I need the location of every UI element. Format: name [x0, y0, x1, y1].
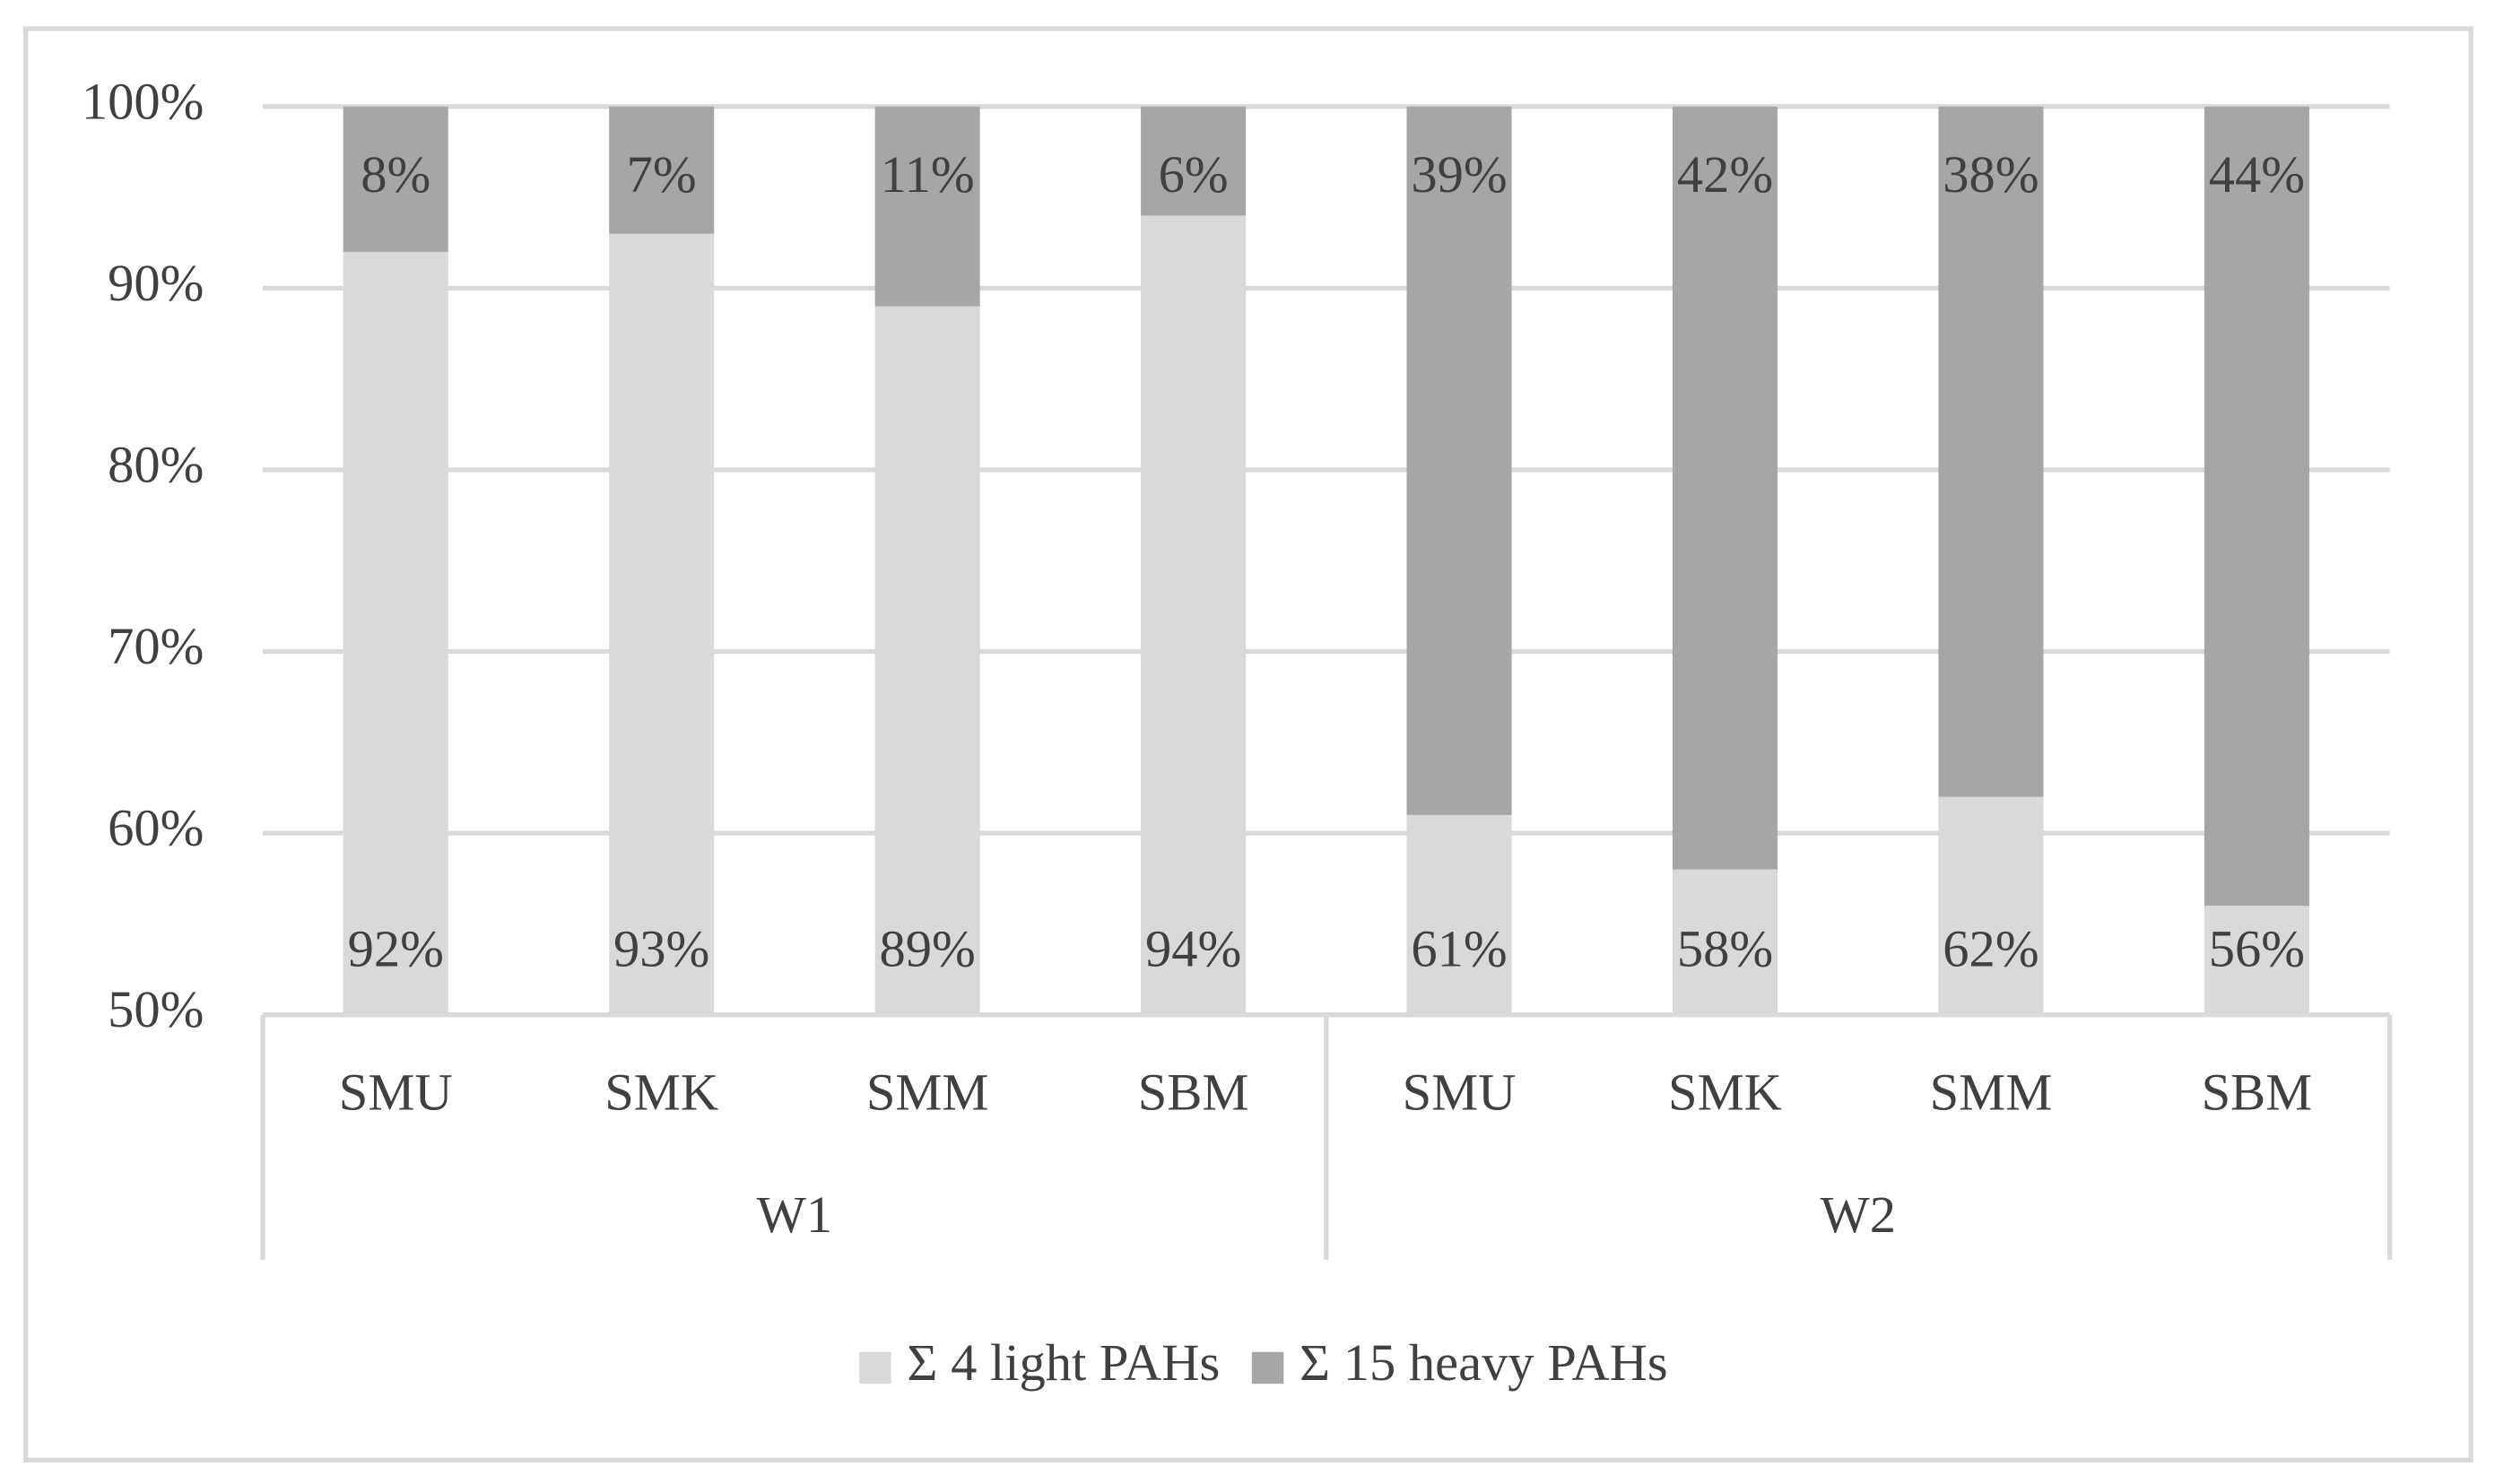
x-tick-label: SBM [1138, 1063, 1249, 1121]
legend-swatch [1251, 1351, 1284, 1384]
data-label: 6% [1159, 145, 1229, 204]
data-label: 92% [348, 920, 444, 978]
legend-label: Σ 4 light PAHs [907, 1333, 1220, 1392]
data-label: 56% [2209, 920, 2305, 978]
legend-swatch [859, 1351, 891, 1384]
bar-segment [1141, 215, 1247, 1015]
bar-segment [1672, 106, 1778, 870]
bar-segment [1406, 106, 1512, 815]
x-tick-label: SBM [2202, 1063, 2313, 1121]
bar-segment [1938, 796, 2044, 1015]
y-tick-label: 50% [108, 980, 204, 1038]
bar-segment [874, 106, 980, 307]
bar-segment [1141, 106, 1247, 216]
group-label: W2 [1820, 1185, 1896, 1244]
bar-segment [2204, 906, 2309, 1015]
x-tick-label: SMU [1403, 1063, 1517, 1121]
x-tick-label: SMM [866, 1063, 989, 1121]
data-label: 39% [1411, 145, 1507, 204]
data-label: 94% [1145, 920, 1241, 978]
data-label: 93% [613, 920, 709, 978]
group-label: W1 [757, 1185, 833, 1244]
y-tick-label: 80% [108, 435, 204, 493]
data-label: 62% [1943, 920, 2039, 978]
bar-segment [874, 306, 980, 1015]
data-label: 89% [879, 920, 975, 978]
y-tick-label: 70% [108, 617, 204, 675]
bar-segment [1938, 106, 2044, 797]
data-label: 58% [1677, 920, 1773, 978]
data-label: 7% [627, 145, 697, 204]
bar-segment [1406, 814, 1512, 1015]
bar-segment [2204, 106, 2309, 907]
y-tick-label: 90% [108, 254, 204, 312]
data-label: 38% [1943, 145, 2039, 204]
x-tick-label: SMK [1668, 1063, 1782, 1121]
bar-segment [1672, 869, 1778, 1015]
data-label: 61% [1411, 920, 1507, 978]
legend-label: Σ 15 heavy PAHs [1300, 1333, 1668, 1392]
bar-segment [343, 251, 448, 1015]
x-tick-label: SMM [1930, 1063, 2053, 1121]
bar-segment [343, 106, 448, 252]
bar-segment [609, 233, 715, 1015]
data-label: 42% [1677, 145, 1773, 204]
x-tick-label: SMK [604, 1063, 718, 1121]
data-label: 8% [361, 145, 430, 204]
x-tick-label: SMU [339, 1063, 453, 1121]
y-tick-label: 60% [108, 799, 204, 857]
data-label: 44% [2209, 145, 2305, 204]
bar-segment [609, 106, 715, 234]
data-label: 11% [881, 145, 975, 204]
y-tick-label: 100% [82, 72, 204, 130]
